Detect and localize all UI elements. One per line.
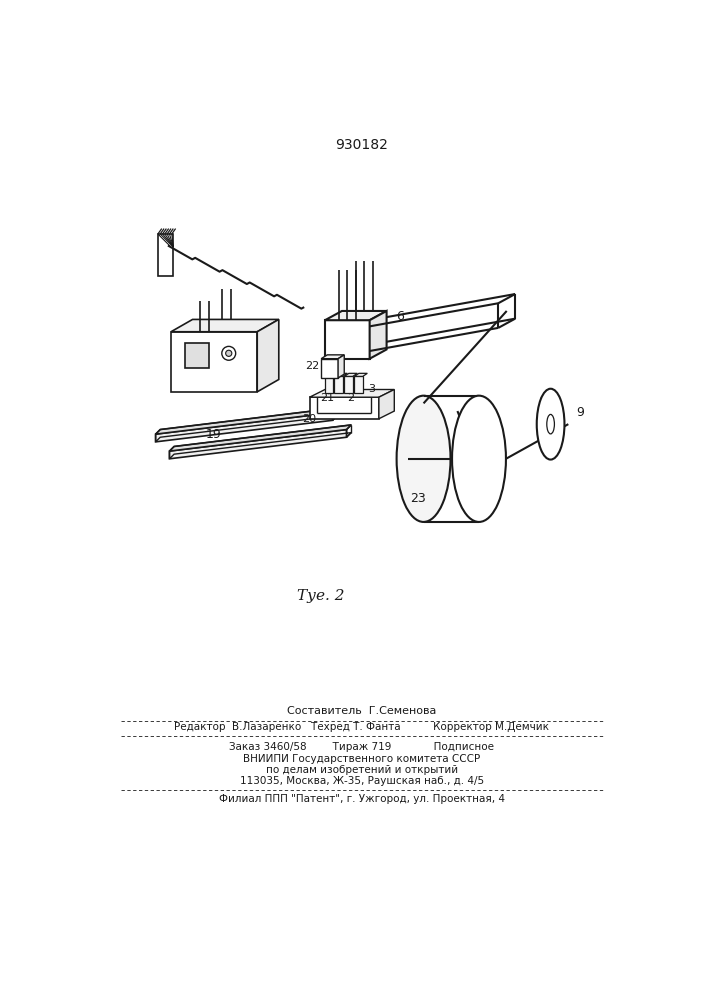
Text: 23: 23 — [409, 492, 426, 505]
Ellipse shape — [547, 414, 554, 434]
Polygon shape — [354, 376, 363, 393]
Circle shape — [222, 346, 235, 360]
Polygon shape — [156, 408, 337, 434]
Text: Составитель  Г.Семенова: Составитель Г.Семенова — [287, 706, 437, 716]
Text: 19: 19 — [206, 428, 221, 441]
Polygon shape — [156, 413, 333, 442]
Polygon shape — [344, 376, 353, 393]
Polygon shape — [334, 373, 347, 376]
Polygon shape — [171, 319, 279, 332]
Text: 22: 22 — [305, 361, 319, 371]
Text: 21: 21 — [320, 393, 334, 403]
Circle shape — [226, 350, 232, 356]
Polygon shape — [185, 343, 209, 368]
Text: 2: 2 — [347, 393, 354, 403]
Ellipse shape — [537, 389, 564, 460]
Text: Заказ 3460/58        Тираж 719             Подписное: Заказ 3460/58 Тираж 719 Подписное — [230, 742, 494, 752]
Text: по делам изобретений и открытий: по делам изобретений и открытий — [266, 765, 458, 775]
Polygon shape — [257, 319, 279, 392]
Polygon shape — [310, 397, 379, 419]
Polygon shape — [170, 425, 351, 451]
Polygon shape — [344, 373, 357, 376]
Polygon shape — [171, 332, 257, 392]
Text: 113035, Москва, Ж-35, Раушская наб., д. 4/5: 113035, Москва, Ж-35, Раушская наб., д. … — [240, 776, 484, 786]
Polygon shape — [325, 311, 387, 320]
Text: Редактор  В.Лазаренко   Техред Т. Фанта          Корректор М.Демчик: Редактор В.Лазаренко Техред Т. Фанта Кор… — [175, 722, 549, 732]
Text: Филиал ППП "Патент", г. Ужгород, ул. Проектная, 4: Филиал ППП "Патент", г. Ужгород, ул. Про… — [219, 794, 505, 804]
Polygon shape — [325, 320, 370, 359]
Text: ВНИИПИ Государственного комитета СССР: ВНИИПИ Государственного комитета СССР — [243, 754, 481, 764]
Ellipse shape — [397, 396, 450, 522]
Polygon shape — [321, 355, 344, 359]
Text: 930182: 930182 — [336, 138, 388, 152]
Polygon shape — [338, 355, 344, 378]
Text: 9: 9 — [576, 406, 584, 419]
Text: 6: 6 — [397, 310, 404, 323]
Text: 3: 3 — [368, 384, 375, 394]
Polygon shape — [321, 359, 338, 378]
Polygon shape — [158, 234, 173, 276]
Polygon shape — [370, 311, 387, 359]
Polygon shape — [310, 389, 395, 397]
Text: 20: 20 — [303, 414, 317, 424]
Ellipse shape — [452, 396, 506, 522]
Polygon shape — [334, 376, 343, 393]
Polygon shape — [325, 376, 334, 393]
Polygon shape — [379, 389, 395, 419]
Text: Τуе. 2: Τуе. 2 — [298, 589, 345, 603]
Polygon shape — [170, 430, 346, 459]
Polygon shape — [325, 373, 338, 376]
Polygon shape — [354, 373, 368, 376]
